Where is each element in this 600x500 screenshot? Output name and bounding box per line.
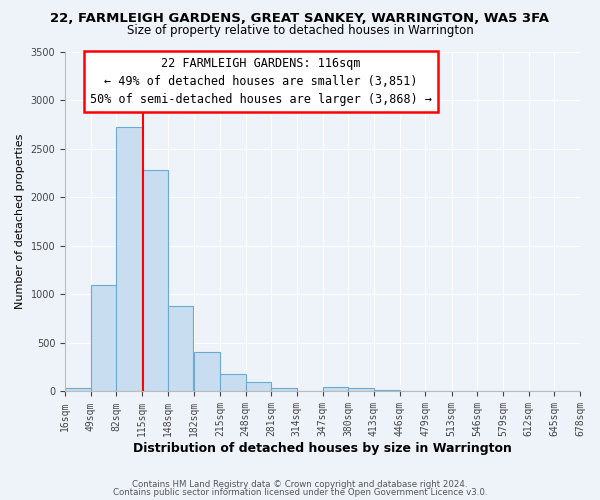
Bar	[323, 386, 348, 392]
Text: Contains public sector information licensed under the Open Government Licence v3: Contains public sector information licen…	[113, 488, 487, 497]
Bar	[374, 390, 400, 392]
Text: 22, FARMLEIGH GARDENS, GREAT SANKEY, WARRINGTON, WA5 3FA: 22, FARMLEIGH GARDENS, GREAT SANKEY, WAR…	[50, 12, 550, 26]
Text: Contains HM Land Registry data © Crown copyright and database right 2024.: Contains HM Land Registry data © Crown c…	[132, 480, 468, 489]
Y-axis label: Number of detached properties: Number of detached properties	[15, 134, 25, 309]
Bar	[297, 390, 323, 392]
Bar	[116, 128, 142, 392]
X-axis label: Distribution of detached houses by size in Warrington: Distribution of detached houses by size …	[133, 442, 512, 455]
Bar	[220, 374, 245, 392]
Bar	[271, 388, 297, 392]
Bar	[91, 284, 116, 392]
Bar	[194, 352, 220, 392]
Bar	[65, 388, 91, 392]
Bar	[142, 170, 168, 392]
Bar	[348, 388, 374, 392]
Bar	[245, 382, 271, 392]
Text: Size of property relative to detached houses in Warrington: Size of property relative to detached ho…	[127, 24, 473, 37]
Bar	[168, 306, 193, 392]
Text: 22 FARMLEIGH GARDENS: 116sqm
← 49% of detached houses are smaller (3,851)
50% of: 22 FARMLEIGH GARDENS: 116sqm ← 49% of de…	[90, 56, 432, 106]
